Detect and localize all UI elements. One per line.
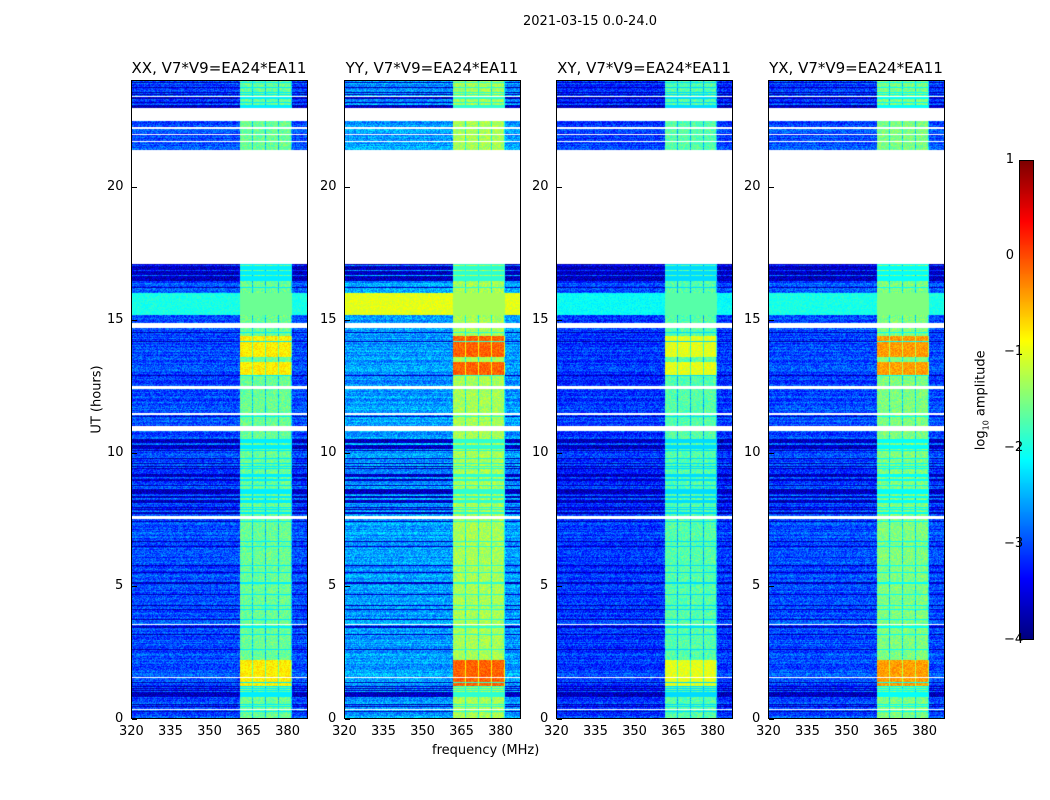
y-tick-label: 20 xyxy=(744,178,761,194)
y-tick-mark xyxy=(769,719,774,720)
y-tick-mark xyxy=(132,186,137,188)
y-tick-mark xyxy=(769,319,774,321)
x-tick-label: 350 xyxy=(834,724,859,739)
colorbar-tick-label: 0 xyxy=(1005,248,1014,263)
y-axis-label: UT (hours) xyxy=(89,365,105,434)
x-tick-label: 335 xyxy=(795,724,820,739)
colorbar-label-rest: amplitude xyxy=(973,350,989,421)
heatmap-image xyxy=(345,81,520,718)
x-tick-label: 320 xyxy=(332,724,357,739)
x-tick-label: 380 xyxy=(700,724,725,739)
x-axis-label: frequency (MHz) xyxy=(432,743,540,758)
y-tick-mark xyxy=(557,452,562,454)
y-tick-label: 0 xyxy=(540,711,549,726)
y-tick-label: 10 xyxy=(532,444,549,460)
colorbar-tick-label: 1 xyxy=(1005,152,1014,167)
heatmap-panel-0 xyxy=(131,80,308,719)
y-tick-label: 0 xyxy=(752,711,761,726)
x-tick-label: 380 xyxy=(488,724,513,739)
heatmap-image xyxy=(557,81,732,718)
heatmap-panel-2 xyxy=(556,80,733,719)
colorbar-tick-label: −4 xyxy=(1004,632,1024,647)
y-tick-label: 15 xyxy=(532,311,549,327)
x-tick-label: 320 xyxy=(544,724,569,739)
y-tick-label: 10 xyxy=(107,444,124,460)
x-tick-label: 350 xyxy=(622,724,647,739)
panel-title: YX, V7*V9=EA24*EA11 xyxy=(769,59,943,77)
heatmap-panel-1 xyxy=(344,80,521,719)
colorbar-label-log: log xyxy=(973,430,989,451)
y-tick-mark xyxy=(769,452,774,454)
y-tick-mark xyxy=(557,319,562,321)
y-tick-mark xyxy=(132,585,137,587)
x-tick-label: 335 xyxy=(158,724,183,739)
heatmap-panel-3 xyxy=(768,80,945,719)
y-tick-mark xyxy=(132,452,137,454)
x-tick-label: 335 xyxy=(371,724,396,739)
y-tick-mark xyxy=(557,719,562,720)
panel-title: XY, V7*V9=EA24*EA11 xyxy=(557,59,731,77)
y-tick-mark xyxy=(557,186,562,188)
heatmap-image xyxy=(132,81,307,718)
colorbar-label: log10 amplitude xyxy=(974,340,991,460)
y-tick-mark xyxy=(345,186,350,188)
y-tick-mark xyxy=(345,452,350,454)
y-tick-label: 5 xyxy=(115,577,124,593)
y-tick-mark xyxy=(345,319,350,321)
colorbar-tick-label: −2 xyxy=(1004,440,1024,455)
panel-title: YY, V7*V9=EA24*EA11 xyxy=(345,59,519,77)
x-tick-label: 380 xyxy=(275,724,300,739)
y-tick-mark xyxy=(345,719,350,720)
x-tick-label: 320 xyxy=(756,724,781,739)
y-tick-label: 5 xyxy=(328,577,337,593)
y-tick-mark xyxy=(769,186,774,188)
y-tick-label: 20 xyxy=(107,178,124,194)
y-tick-label: 10 xyxy=(320,444,337,460)
x-tick-label: 365 xyxy=(449,724,474,739)
colorbar xyxy=(1019,160,1034,640)
panel-title: XX, V7*V9=EA24*EA11 xyxy=(131,59,307,77)
x-tick-label: 350 xyxy=(410,724,435,739)
y-tick-label: 20 xyxy=(320,178,337,194)
y-tick-label: 15 xyxy=(320,311,337,327)
x-tick-label: 365 xyxy=(873,724,898,739)
x-tick-label: 335 xyxy=(583,724,608,739)
colorbar-label-subscript: 10 xyxy=(981,420,991,431)
y-tick-mark xyxy=(132,719,137,720)
y-tick-mark xyxy=(132,319,137,321)
y-tick-mark xyxy=(345,585,350,587)
y-tick-label: 0 xyxy=(328,711,337,726)
x-tick-label: 350 xyxy=(197,724,222,739)
heatmap-image xyxy=(769,81,944,718)
y-tick-label: 15 xyxy=(744,311,761,327)
y-tick-label: 15 xyxy=(107,311,124,327)
x-tick-label: 365 xyxy=(236,724,261,739)
y-tick-mark xyxy=(769,585,774,587)
y-tick-label: 10 xyxy=(744,444,761,460)
x-tick-label: 365 xyxy=(661,724,686,739)
figure-title: 2021-03-15 0.0-24.0 xyxy=(523,14,657,29)
colorbar-tick-label: −3 xyxy=(1004,536,1024,551)
colorbar-tick-label: −1 xyxy=(1004,344,1024,359)
y-tick-label: 5 xyxy=(752,577,761,593)
y-tick-label: 20 xyxy=(532,178,549,194)
y-tick-label: 5 xyxy=(540,577,549,593)
y-tick-label: 0 xyxy=(115,711,124,726)
y-tick-mark xyxy=(557,585,562,587)
x-tick-label: 320 xyxy=(119,724,144,739)
x-tick-label: 380 xyxy=(912,724,937,739)
